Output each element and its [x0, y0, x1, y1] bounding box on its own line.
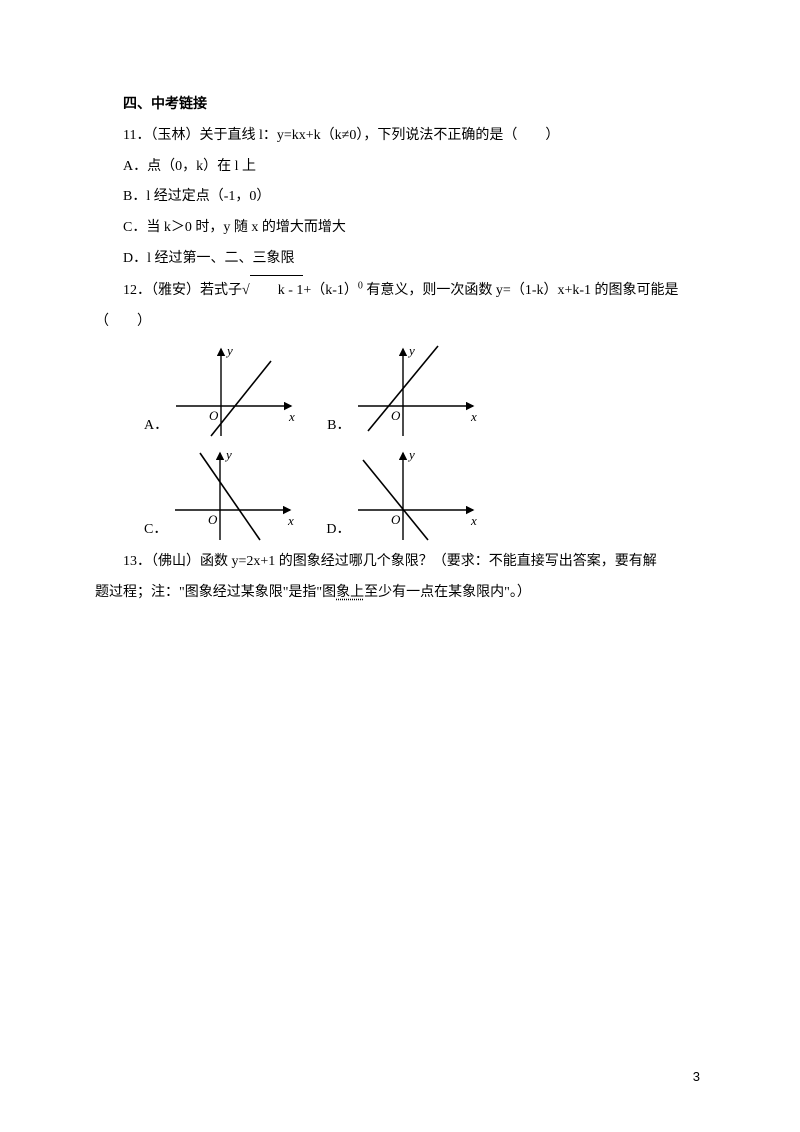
q13-line2: 题过程；注："图象经过某象限"是指"图象上至少有一点在某象限内"。） [95, 578, 705, 609]
graph-a-olabel: O [209, 408, 219, 423]
sqrt-radical: √ [242, 283, 250, 298]
graph-b-olabel: O [391, 408, 401, 423]
q12-opt-a-label: A． [144, 411, 168, 442]
q11-option-d: D．l 经过第一、二、三象限 [95, 244, 705, 275]
q11-option-b: B．l 经过定点（-1，0） [95, 182, 705, 213]
graph-d: y x O [353, 445, 483, 545]
q11-option-a: A．点（0，k）在 l 上 [95, 152, 705, 183]
q12-opt-d-label: D． [326, 515, 350, 546]
graph-c-ylabel: y [224, 447, 232, 462]
graph-b: y x O [353, 341, 483, 441]
q12-stem-line1: 12．（雅安）若式子√k - 1+（k-1）0 有意义，则一次函数 y=（1-k… [95, 275, 705, 307]
graph-a-xlabel: x [288, 409, 295, 424]
graph-d-ylabel: y [407, 447, 415, 462]
q11-option-c: C．当 k＞0 时，y 随 x 的增大而增大 [95, 213, 705, 244]
graph-d-xlabel: x [470, 513, 477, 528]
graph-b-ylabel: y [407, 343, 415, 358]
sqrt-content: k - 1 [250, 275, 304, 307]
q12-stem-line2: （ ） [95, 307, 705, 338]
q12-graphs-row2: C． y x O D． [144, 445, 705, 545]
q13-line2u: 象上 [336, 585, 364, 600]
q12-opt-b-label: B． [327, 411, 350, 442]
page-number: 3 [693, 1063, 700, 1092]
q12-option-b-cell: B． y x O [327, 341, 483, 441]
q12-option-a-cell: A． y x O [144, 341, 301, 441]
graph-a: y x O [171, 341, 301, 441]
q12-option-d-cell: D． y x O [326, 445, 483, 545]
q12-mid2: 有意义，则一次函数 y=（1-k）x+k-1 的图象可能是 [363, 283, 679, 298]
page: 四、中考链接 11．（玉林）关于直线 l：y=kx+k（k≠0），下列说法不正确… [0, 0, 800, 1132]
graph-c-xlabel: x [287, 513, 294, 528]
q13-line1: 13．（佛山）函数 y=2x+1 的图象经过哪几个象限？（要求：不能直接写出答案… [95, 547, 705, 578]
q13-line2b: 至少有一点在某象限内"。） [364, 585, 531, 600]
graph-c: y x O [170, 445, 300, 545]
graph-d-olabel: O [391, 512, 401, 527]
q12-lead: 12．（雅安）若式子 [123, 283, 242, 298]
section-title: 四、中考链接 [95, 90, 705, 121]
q13-line2a: 题过程；注："图象经过某象限"是指"图 [95, 585, 336, 600]
q12-graphs-row1: A． y x O B． [144, 341, 705, 441]
q12-option-c-cell: C． y x O [144, 445, 300, 545]
graph-b-xlabel: x [470, 409, 477, 424]
graph-a-ylabel: y [225, 343, 233, 358]
q12-opt-c-label: C． [144, 515, 167, 546]
q12-mid1: +（k-1） [303, 283, 358, 298]
graph-c-olabel: O [208, 512, 218, 527]
q11-stem: 11．（玉林）关于直线 l：y=kx+k（k≠0），下列说法不正确的是（ ） [95, 121, 705, 152]
